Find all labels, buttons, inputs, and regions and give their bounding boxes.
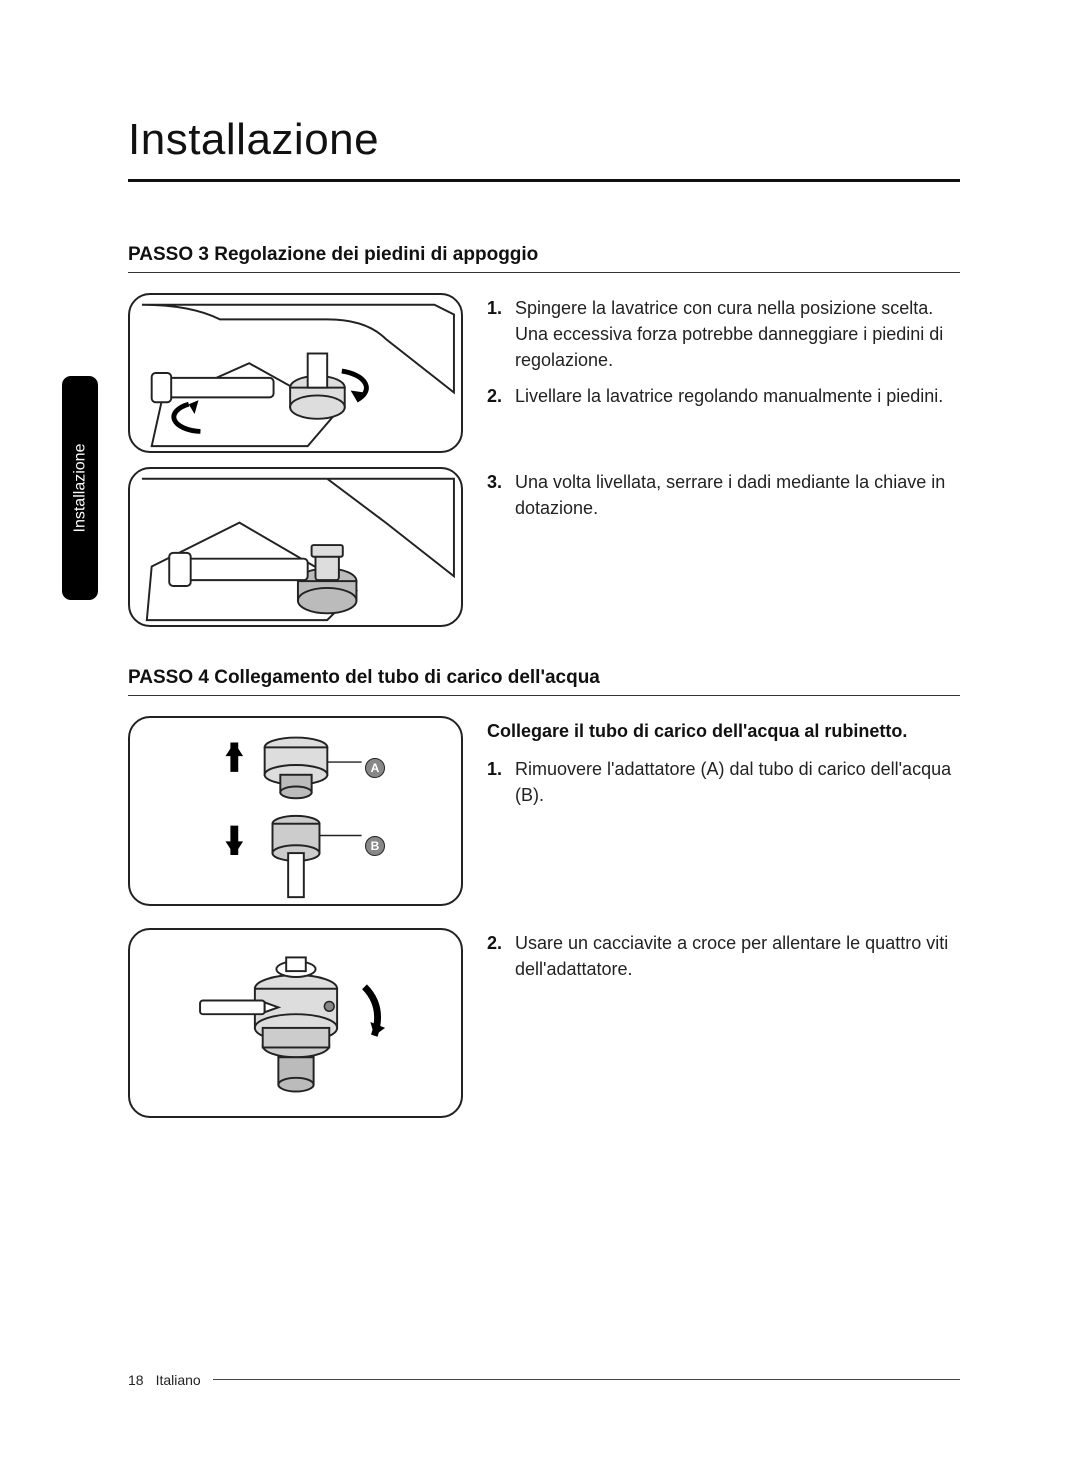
callout-b: B xyxy=(365,836,385,856)
leveling-feet-illustration-2 xyxy=(130,469,461,625)
step4-heading: PASSO 4 Collegamento del tubo di carico … xyxy=(128,667,958,689)
screwdriver-adapter-illustration xyxy=(130,930,461,1116)
step4-text-1: Collegare il tubo di carico dell'acqua a… xyxy=(487,716,960,906)
step4-list-1: Rimuovere l'adattatore (A) dal tubo di c… xyxy=(487,756,960,808)
callout-a: A xyxy=(365,758,385,778)
step3-item-2: Livellare la lavatrice regolando manualm… xyxy=(487,383,960,409)
step3-list-1: Spingere la lavatrice con cura nella pos… xyxy=(487,295,960,409)
page-footer: 18 Italiano xyxy=(128,1372,960,1388)
footer-rule xyxy=(213,1379,960,1380)
leveling-feet-illustration-1 xyxy=(130,295,461,451)
step3-rule xyxy=(128,272,960,273)
step4-list-2: Usare un cacciavite a croce per allentar… xyxy=(487,930,960,982)
page-content: Installazione PASSO 3 Regolazione dei pi… xyxy=(128,115,958,1118)
step3-figure-1 xyxy=(128,293,463,453)
step3-heading: PASSO 3 Regolazione dei piedini di appog… xyxy=(128,244,958,266)
step4-figure-1: A B xyxy=(128,716,463,906)
step4-item-2: Usare un cacciavite a croce per allentar… xyxy=(487,930,960,982)
hose-adapter-illustration xyxy=(130,718,461,904)
step3-item-1: Spingere la lavatrice con cura nella pos… xyxy=(487,295,960,373)
step4-item-1: Rimuovere l'adattatore (A) dal tubo di c… xyxy=(487,756,960,808)
side-tab-label: Installazione xyxy=(71,444,89,533)
page-language: Italiano xyxy=(156,1372,201,1388)
step4-rule xyxy=(128,695,960,696)
step4-text-2: Usare un cacciavite a croce per allentar… xyxy=(487,928,960,1118)
step3-list-2: Una volta livellata, serrare i dadi medi… xyxy=(487,469,960,521)
step4-lead: Collegare il tubo di carico dell'acqua a… xyxy=(487,718,960,744)
step3-row2: Una volta livellata, serrare i dadi medi… xyxy=(128,467,960,627)
step3-text-1: Spingere la lavatrice con cura nella pos… xyxy=(487,293,960,453)
title-rule xyxy=(128,179,960,182)
step4-row2: Usare un cacciavite a croce per allentar… xyxy=(128,928,960,1118)
step3-text-2: Una volta livellata, serrare i dadi medi… xyxy=(487,467,960,627)
step3-item-3: Una volta livellata, serrare i dadi medi… xyxy=(487,469,960,521)
page-number: 18 xyxy=(128,1372,144,1388)
step4-figure-2 xyxy=(128,928,463,1118)
step4-row1: A B Collegare il tubo di carico dell'acq… xyxy=(128,716,960,906)
step3-figure-2 xyxy=(128,467,463,627)
page-title: Installazione xyxy=(128,115,958,165)
step3-row1: Spingere la lavatrice con cura nella pos… xyxy=(128,293,960,453)
side-tab: Installazione xyxy=(62,376,98,600)
